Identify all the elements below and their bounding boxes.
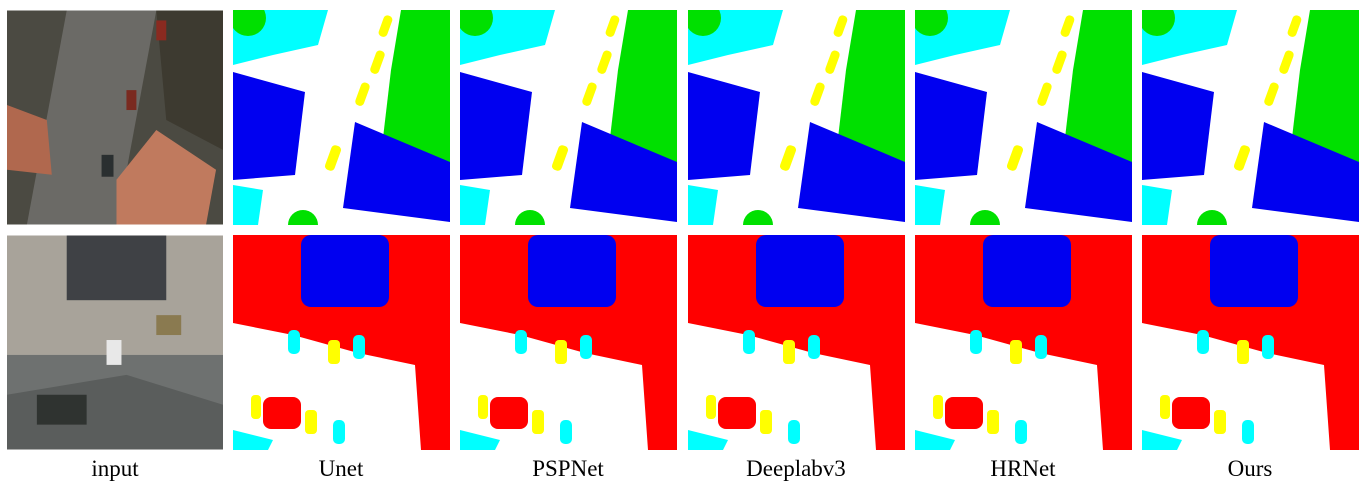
segmentation: [230, 0, 450, 240]
figure: input Unet PSPNet Deeplabv3 HRNet Ours: [0, 0, 1365, 488]
column-label: Unet: [319, 456, 364, 481]
column-label: Ours: [1228, 456, 1273, 481]
column-label: HRNet: [990, 456, 1056, 481]
segmentation: [915, 235, 1132, 450]
segmentation: [460, 235, 677, 450]
segmentation: [688, 235, 905, 450]
column-label: input: [91, 456, 139, 481]
segmentation: [1139, 0, 1359, 240]
column-label: Deeplabv3: [746, 456, 846, 481]
input-image: [7, 235, 223, 449]
segmentation: [685, 0, 905, 240]
input-image: [7, 10, 223, 224]
segmentation: [912, 0, 1132, 240]
column-label: PSPNet: [532, 456, 604, 481]
segmentation: [457, 0, 677, 240]
image-grid: [7, 0, 1359, 450]
labels: input Unet PSPNet Deeplabv3 HRNet Ours: [91, 456, 1272, 481]
segmentation: [233, 235, 450, 450]
segmentation: [1142, 235, 1359, 450]
